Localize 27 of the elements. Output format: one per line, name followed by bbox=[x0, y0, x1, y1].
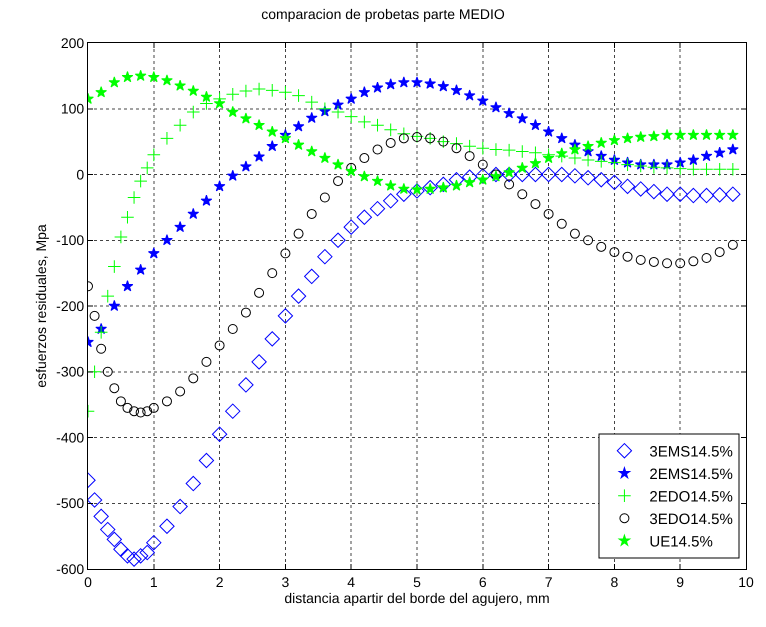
chart-title: comparacion de probetas parte MEDIO bbox=[261, 6, 505, 22]
x-tick-label: 9 bbox=[676, 574, 684, 590]
y-tick-label: -400 bbox=[56, 429, 84, 446]
x-tick-label: 3 bbox=[282, 574, 290, 590]
x-tick-label: 2 bbox=[216, 574, 224, 590]
y-tick-label: -300 bbox=[56, 364, 84, 380]
legend-label: 3EDO14.5% bbox=[649, 511, 733, 528]
legend-label: 2EMS14.5% bbox=[649, 466, 733, 484]
x-tick-label: 1 bbox=[150, 574, 158, 590]
x-tick-label: 7 bbox=[544, 574, 553, 590]
legend-label: UE14.5% bbox=[649, 534, 713, 551]
x-axis-title: distancia apartir del borde del agujero, mm bbox=[284, 590, 550, 606]
y-axis-title: esfuerzos residuales, Mpa bbox=[32, 224, 49, 388]
y-tick-label: -100 bbox=[56, 232, 84, 248]
y-tick-label: 200 bbox=[60, 34, 84, 51]
x-tick-label: 8 bbox=[610, 574, 618, 590]
y-tick-label: 0 bbox=[76, 166, 84, 182]
legend-label: 3EMS14.5% bbox=[649, 444, 733, 461]
y-tick-label: -600 bbox=[56, 560, 84, 577]
x-tick-label: 5 bbox=[413, 574, 422, 590]
legend-label: 2EDO14.5% bbox=[649, 488, 733, 506]
x-tick-label: 6 bbox=[478, 574, 487, 590]
y-tick-label: 100 bbox=[60, 100, 84, 117]
y-tick-label: -200 bbox=[56, 298, 84, 314]
x-tick-label: 10 bbox=[738, 574, 754, 590]
y-tick-label: -500 bbox=[56, 495, 84, 512]
x-tick-label: 4 bbox=[347, 574, 356, 590]
